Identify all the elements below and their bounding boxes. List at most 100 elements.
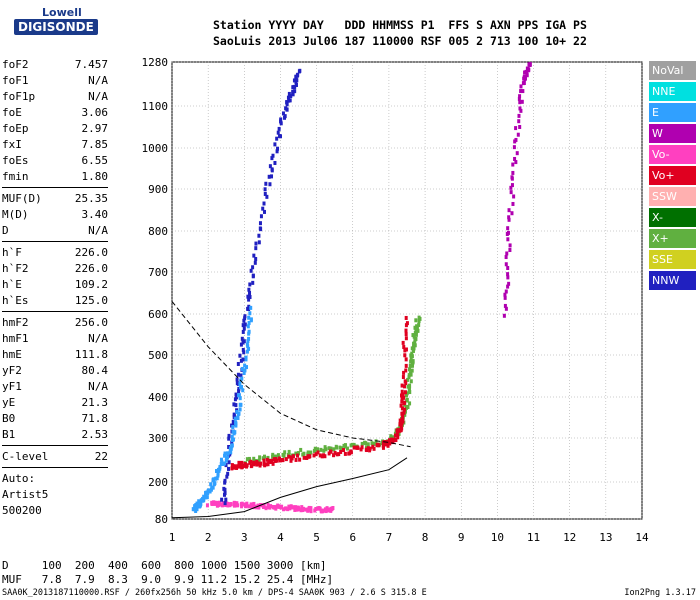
y-tick-label: 80 xyxy=(155,513,168,526)
data-point xyxy=(232,412,236,417)
data-point xyxy=(291,89,295,94)
profile-curve xyxy=(171,457,408,519)
legend-item: SSE xyxy=(649,250,696,269)
data-point xyxy=(246,339,250,344)
data-point xyxy=(407,373,411,378)
param-value: 7.85 xyxy=(81,138,109,151)
auto-artist: Artist5 xyxy=(2,488,49,501)
data-point xyxy=(411,360,415,365)
param-value: 7.457 xyxy=(74,58,108,71)
data-point xyxy=(334,444,338,449)
data-point xyxy=(265,194,269,199)
data-point xyxy=(364,441,368,446)
data-point xyxy=(223,501,227,506)
data-point xyxy=(518,124,522,129)
data-point xyxy=(226,471,230,476)
data-point xyxy=(225,474,229,479)
data-point xyxy=(412,341,416,346)
data-point xyxy=(524,69,528,74)
data-point xyxy=(231,429,235,434)
data-point xyxy=(268,182,272,187)
data-point xyxy=(503,303,507,308)
plot-frame xyxy=(171,61,643,520)
data-point xyxy=(270,174,274,179)
data-point xyxy=(317,506,321,511)
data-point xyxy=(519,89,523,94)
data-point xyxy=(324,447,328,452)
data-point xyxy=(511,162,515,167)
data-point xyxy=(342,448,346,453)
data-point xyxy=(294,457,298,462)
param-row: foF2 7.457 xyxy=(2,57,108,73)
data-point xyxy=(267,459,271,464)
separator xyxy=(2,311,108,312)
legend-item: X- xyxy=(649,208,696,227)
param-row: hmF1 N/A xyxy=(2,331,108,347)
param-label: foEp xyxy=(2,122,29,135)
data-point xyxy=(332,447,336,452)
data-point xyxy=(273,142,277,147)
param-label: foF1p xyxy=(2,90,36,103)
data-point xyxy=(234,403,238,408)
param-row: fmin 1.80 xyxy=(2,169,108,185)
param-label: C-level xyxy=(2,450,49,463)
data-point xyxy=(248,311,252,316)
data-point xyxy=(323,507,327,512)
param-label: h`E xyxy=(2,278,22,291)
data-point xyxy=(409,356,413,361)
data-point xyxy=(273,160,277,165)
param-label: yE xyxy=(2,396,16,409)
data-point xyxy=(326,508,330,513)
param-value: 3.40 xyxy=(81,208,109,221)
data-point xyxy=(508,248,512,253)
data-point xyxy=(276,146,280,151)
data-point xyxy=(522,80,526,85)
data-point xyxy=(268,164,272,169)
data-point xyxy=(285,100,289,105)
x-tick-label: 13 xyxy=(599,531,612,544)
data-point xyxy=(251,273,255,278)
data-point xyxy=(402,410,406,415)
data-point xyxy=(223,451,227,456)
param-row: foF1p N/A xyxy=(2,89,108,105)
data-point xyxy=(504,255,508,260)
data-point xyxy=(403,379,407,384)
data-point xyxy=(512,194,516,199)
data-point xyxy=(240,385,244,390)
param-row: foF1 N/A xyxy=(2,73,108,89)
data-point xyxy=(301,506,305,511)
separator xyxy=(2,187,108,188)
data-point xyxy=(206,489,210,494)
data-point xyxy=(275,149,279,154)
data-point xyxy=(204,490,208,495)
data-point xyxy=(396,435,400,440)
param-row: C-level 22 xyxy=(2,449,108,465)
logo-bottom-label: DIGISONDE xyxy=(18,20,94,34)
param-row: hmE 111.8 xyxy=(2,347,108,363)
data-point xyxy=(204,492,208,497)
data-point xyxy=(247,456,251,461)
data-point xyxy=(400,389,404,394)
data-point xyxy=(417,315,421,320)
data-point xyxy=(374,439,378,444)
data-point xyxy=(389,434,393,439)
data-point xyxy=(309,450,313,455)
data-point xyxy=(252,501,256,506)
param-value: N/A xyxy=(88,380,108,393)
data-point xyxy=(365,448,369,453)
data-point xyxy=(397,428,401,433)
data-point xyxy=(227,433,231,438)
data-point xyxy=(247,320,251,325)
param-label: yF2 xyxy=(2,364,22,377)
data-point xyxy=(264,506,268,511)
data-point xyxy=(414,318,418,323)
y-tick-label: 1100 xyxy=(142,100,169,113)
data-point xyxy=(194,506,198,511)
param-value: N/A xyxy=(88,90,108,103)
data-point xyxy=(318,453,322,458)
data-point xyxy=(205,503,209,508)
data-point xyxy=(517,119,521,124)
separator xyxy=(2,241,108,242)
data-point xyxy=(270,156,274,161)
param-value: 80.4 xyxy=(81,364,109,377)
